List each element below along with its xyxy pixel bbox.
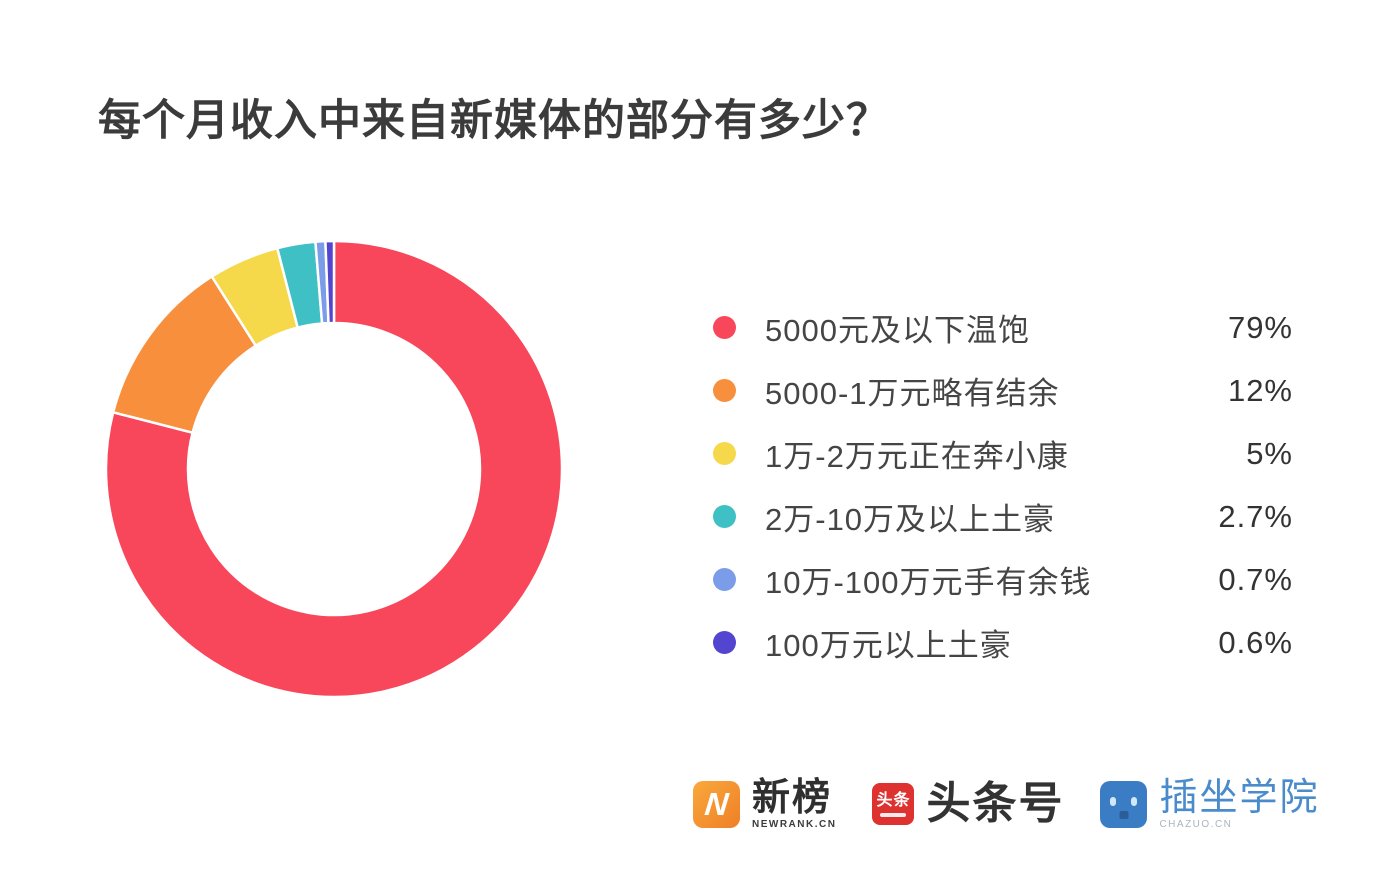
- legend-value: 0.7%: [1218, 561, 1293, 597]
- page-title: 每个月收入中来自新媒体的部分有多少？: [98, 97, 890, 145]
- legend-value: 2.7%: [1218, 498, 1293, 534]
- newrank-logo-icon: N: [693, 780, 740, 828]
- legend-item: 2万-10万及以上土豪 2.7%: [713, 485, 1293, 548]
- newrank-url: NEWRANK.CN: [752, 818, 837, 830]
- brand-newrank: N 新榜 NEWRANK.CN: [693, 777, 837, 830]
- chazuo-logo-icon: [1100, 780, 1148, 828]
- donut-chart: [104, 239, 564, 699]
- toutiao-logo-icon: 头条: [872, 783, 915, 826]
- newrank-name: 新榜: [752, 777, 833, 819]
- chart-legend: 5000元及以下温饱 79% 5000-1万元略有结余 12% 1万-2万元正在奔小康 5…: [713, 296, 1293, 674]
- legend-item: 1万-2万元正在奔小康 5%: [713, 422, 1293, 485]
- legend-value: 12%: [1227, 372, 1293, 408]
- toutiao-icon-bar: [880, 812, 907, 817]
- legend-dot: [713, 568, 736, 591]
- toutiao-icon-text: 头条: [876, 792, 911, 810]
- donut-slice: [104, 239, 564, 699]
- chazuo-url: CHAZUO.CN: [1159, 818, 1233, 830]
- footer-brand-bar: N 新榜 NEWRANK.CN 头条 头条号 插坐学院 CHAZUO.CN: [693, 777, 1320, 830]
- legend-label: 100万元以上土豪: [765, 628, 1012, 663]
- legend-dot: [713, 505, 736, 528]
- chazuo-face-eye: [1131, 796, 1138, 806]
- toutiao-name: 头条号: [926, 779, 1065, 829]
- legend-label: 2万-10万及以上土豪: [765, 502, 1056, 537]
- brand-toutiao: 头条 头条号: [872, 782, 1064, 826]
- legend-dot: [713, 316, 736, 339]
- legend-label: 1万-2万元正在奔小康: [765, 439, 1069, 474]
- newrank-n-glyph: N: [703, 786, 730, 823]
- legend-item: 5000-1万元略有结余 12%: [713, 359, 1293, 422]
- legend-label: 5000元及以下温饱: [765, 313, 1030, 348]
- legend-dot: [713, 379, 736, 402]
- legend-label: 10万-100万元手有余钱: [765, 565, 1092, 600]
- legend-value: 0.6%: [1218, 624, 1293, 660]
- legend-item: 100万元以上土豪 0.6%: [713, 611, 1293, 674]
- legend-label: 5000-1万元略有结余: [765, 376, 1060, 411]
- legend-value: 5%: [1246, 435, 1293, 471]
- donut-slice: [324, 239, 336, 325]
- legend-dot: [713, 631, 736, 654]
- chazuo-face-mouth: [1119, 810, 1129, 819]
- legend-value: 79%: [1227, 309, 1293, 345]
- legend-item: 5000元及以下温饱 79%: [713, 296, 1293, 359]
- chazuo-face-eye: [1110, 796, 1117, 806]
- legend-dot: [713, 442, 736, 465]
- brand-chazuo: 插坐学院 CHAZUO.CN: [1100, 777, 1320, 830]
- legend-item: 10万-100万元手有余钱 0.7%: [713, 548, 1293, 611]
- chazuo-name: 插坐学院: [1159, 777, 1320, 819]
